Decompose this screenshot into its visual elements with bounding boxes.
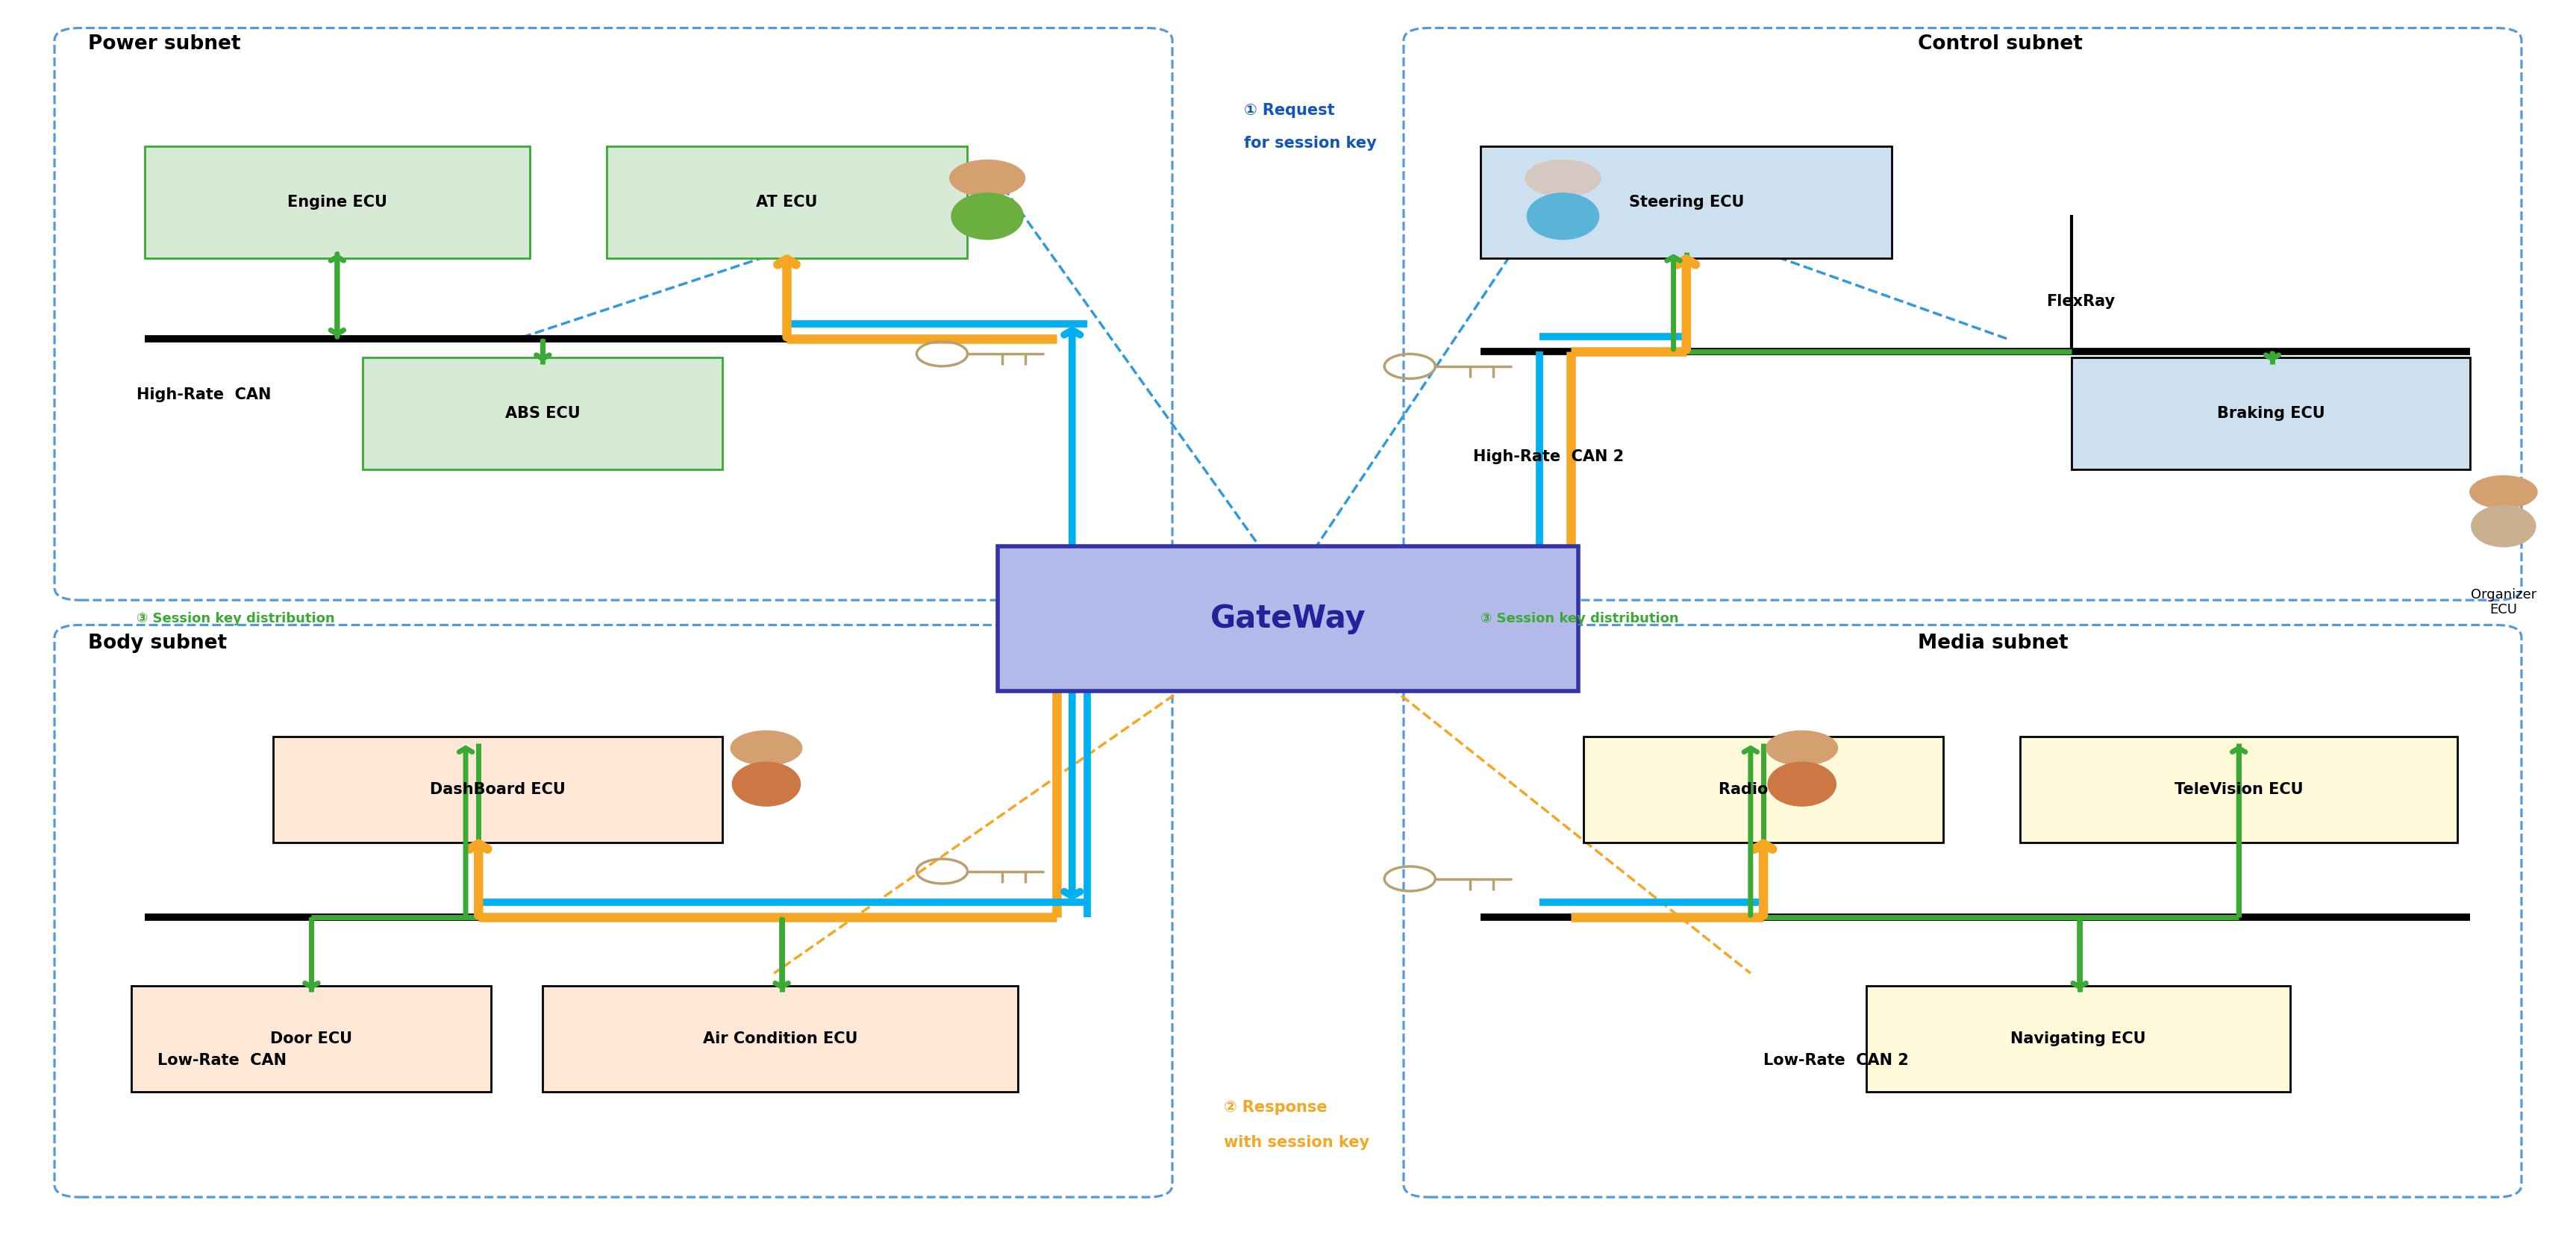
Ellipse shape — [1528, 192, 1600, 240]
Text: Air Condition ECU: Air Condition ECU — [703, 1031, 858, 1046]
Text: ③ Session key distribution: ③ Session key distribution — [137, 612, 335, 625]
FancyBboxPatch shape — [144, 146, 531, 258]
Text: High-Rate  CAN: High-Rate CAN — [137, 388, 270, 403]
Text: ② Response: ② Response — [1224, 1100, 1327, 1115]
Text: Steering ECU: Steering ECU — [1628, 195, 1744, 210]
FancyBboxPatch shape — [544, 986, 1018, 1091]
Circle shape — [1525, 160, 1600, 196]
Text: for session key: for session key — [1244, 136, 1378, 151]
Text: Control subnet: Control subnet — [1917, 34, 2081, 54]
Text: Low-Rate  CAN 2: Low-Rate CAN 2 — [1765, 1052, 1909, 1068]
Text: Navigating ECU: Navigating ECU — [2009, 1031, 2146, 1046]
Ellipse shape — [732, 762, 801, 806]
Ellipse shape — [951, 192, 1023, 240]
FancyBboxPatch shape — [273, 738, 724, 843]
Text: AT ECU: AT ECU — [757, 195, 817, 210]
Text: DashBoard ECU: DashBoard ECU — [430, 782, 567, 798]
Text: Door ECU: Door ECU — [270, 1031, 353, 1046]
Text: with session key: with session key — [1224, 1135, 1370, 1150]
Text: ABS ECU: ABS ECU — [505, 406, 580, 421]
Text: Engine ECU: Engine ECU — [289, 195, 386, 210]
Circle shape — [1767, 731, 1837, 765]
Text: Braking ECU: Braking ECU — [2218, 406, 2326, 421]
Text: GateWay: GateWay — [1211, 602, 1365, 635]
Text: FlexRay: FlexRay — [2045, 294, 2115, 309]
Text: Radio ECU: Radio ECU — [1718, 782, 1808, 798]
Ellipse shape — [2470, 505, 2535, 546]
Text: TeleVision ECU: TeleVision ECU — [2174, 782, 2303, 798]
FancyBboxPatch shape — [1584, 738, 1942, 843]
Text: High-Rate  CAN 2: High-Rate CAN 2 — [1473, 450, 1623, 465]
Text: Low-Rate  CAN: Low-Rate CAN — [157, 1052, 286, 1068]
Text: Organizer
ECU: Organizer ECU — [2470, 588, 2537, 616]
Text: Media subnet: Media subnet — [1917, 634, 2069, 652]
Circle shape — [951, 160, 1025, 196]
Circle shape — [732, 731, 801, 765]
Text: ① Request: ① Request — [1244, 102, 1334, 118]
FancyBboxPatch shape — [1865, 986, 2290, 1091]
FancyBboxPatch shape — [1481, 146, 1891, 258]
Text: Body subnet: Body subnet — [88, 634, 227, 652]
Text: Power subnet: Power subnet — [88, 34, 240, 54]
FancyBboxPatch shape — [997, 546, 1579, 691]
Circle shape — [2470, 476, 2537, 509]
FancyBboxPatch shape — [608, 146, 966, 258]
Ellipse shape — [1767, 762, 1837, 806]
FancyBboxPatch shape — [2020, 738, 2458, 843]
Text: ③ Session key distribution: ③ Session key distribution — [1481, 612, 1680, 625]
FancyBboxPatch shape — [131, 986, 492, 1091]
FancyBboxPatch shape — [2071, 358, 2470, 470]
FancyBboxPatch shape — [363, 358, 724, 470]
